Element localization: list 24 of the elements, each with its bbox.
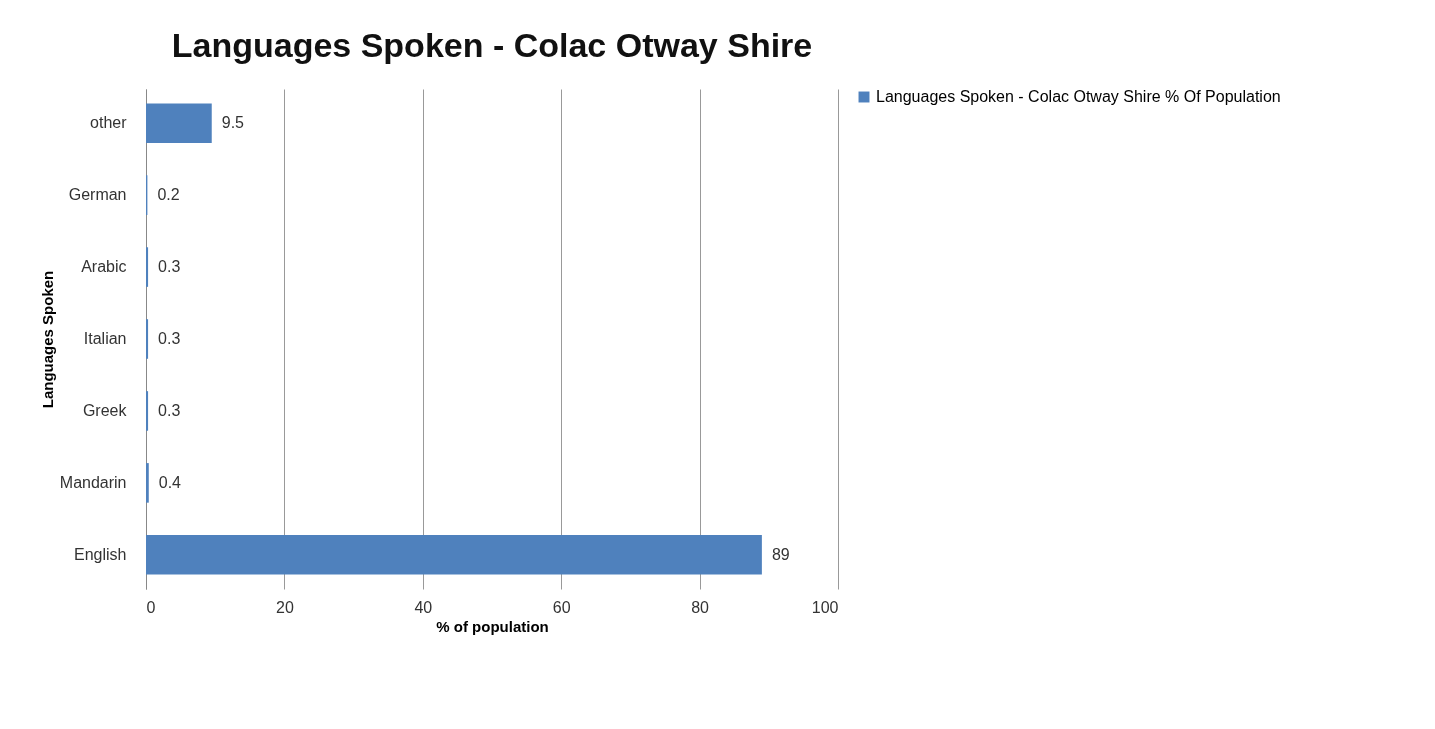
data-label: 0.2 (157, 186, 180, 204)
data-label: 9.5 (221, 114, 245, 132)
y-tick-label: Italian (83, 330, 127, 347)
data-label: 0.3 (158, 258, 181, 276)
data-label: 0.3 (158, 330, 181, 347)
data-label: 89 (771, 545, 790, 563)
chart-title: Languages Spoken - Colac Otway Shire (171, 26, 813, 64)
legend-label: Languages Spoken - Colac Otway Shire % Of Population (876, 88, 1281, 105)
y-tick-label: English (74, 545, 127, 563)
y-axis-title: Languages Spoken (38, 270, 56, 409)
x-tick-label: 100 (811, 598, 839, 616)
y-tick-label: Arabic (81, 258, 127, 276)
data-label: 0.3 (158, 401, 181, 419)
y-tick-label: other (90, 114, 128, 132)
y-tick-label: Mandarin (59, 473, 127, 491)
x-tick-label: 80 (691, 598, 710, 616)
x-tick-label: 0 (146, 598, 156, 616)
y-tick-label: German (68, 186, 127, 204)
data-label: 0.4 (158, 473, 182, 491)
x-tick-label: 40 (414, 598, 433, 616)
y-tick-label: Greek (82, 401, 128, 419)
x-tick-label: 60 (552, 598, 571, 616)
x-tick-label: 20 (276, 598, 294, 616)
x-axis-title: % of population (436, 617, 549, 635)
